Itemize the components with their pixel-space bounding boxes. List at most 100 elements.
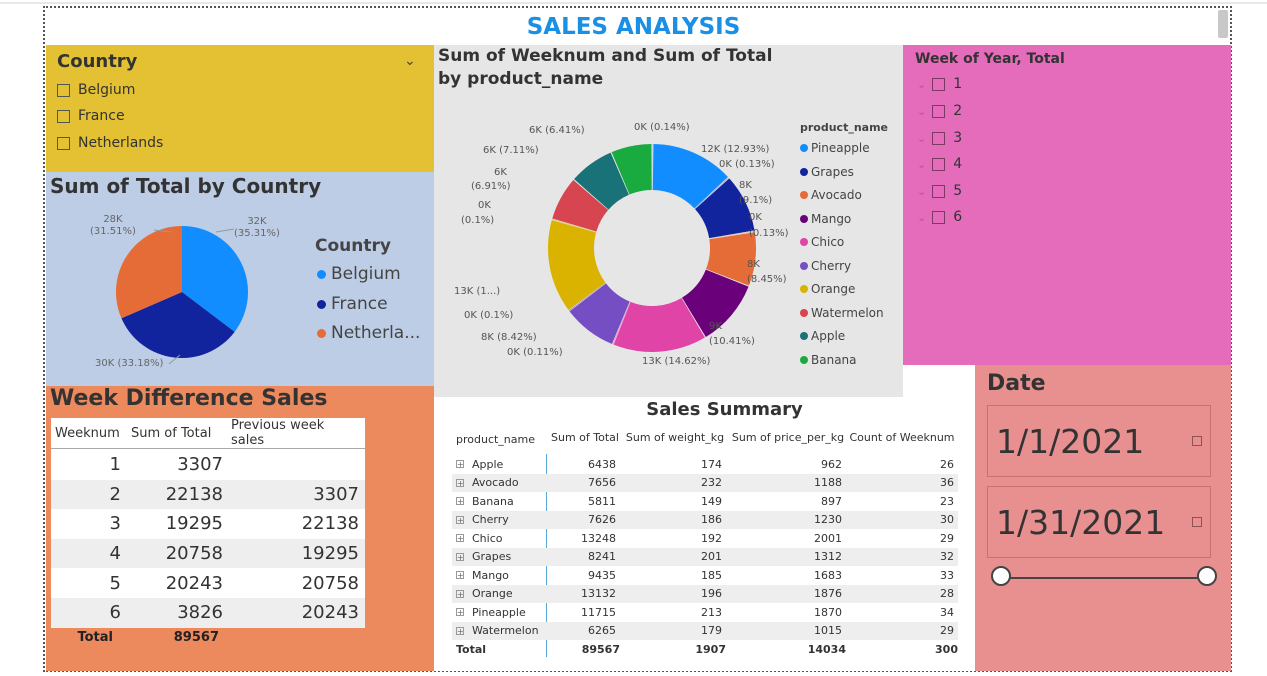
donut-segment[interactable] bbox=[709, 231, 755, 239]
checkbox-icon[interactable] bbox=[932, 210, 946, 224]
checkbox-icon[interactable] bbox=[57, 83, 70, 97]
table-row[interactable]: + Pineapple 11715 213 1870 34 bbox=[452, 603, 958, 622]
table-row[interactable]: + Mango 9435 185 1683 33 bbox=[452, 566, 958, 585]
end-date-input[interactable]: 1/31/2021 bbox=[987, 486, 1211, 558]
week-item-5[interactable]: ⌄ 5 bbox=[917, 181, 962, 201]
pie-slice-france[interactable] bbox=[121, 292, 235, 358]
legend-item-pineapple[interactable]: Pineapple bbox=[800, 141, 870, 155]
table-row[interactable]: 5 20243 20758 bbox=[51, 568, 365, 598]
expand-plus-icon[interactable]: + bbox=[456, 626, 464, 636]
column-header[interactable]: product_name bbox=[456, 432, 536, 446]
slicer-item-netherlands[interactable]: Netherlands bbox=[57, 133, 163, 153]
calendar-icon[interactable] bbox=[1192, 436, 1202, 446]
table-row[interactable]: 1 3307 bbox=[51, 450, 365, 480]
expand-plus-icon[interactable]: + bbox=[456, 534, 464, 544]
week-item-2[interactable]: ⌄ 2 bbox=[917, 101, 962, 121]
checkbox-icon[interactable] bbox=[932, 131, 946, 145]
checkbox-icon[interactable] bbox=[932, 77, 946, 91]
table-row[interactable]: + Cherry 7626 186 1230 30 bbox=[452, 510, 958, 529]
column-header[interactable]: Weeknum bbox=[55, 425, 120, 441]
expand-plus-icon[interactable]: + bbox=[456, 608, 464, 618]
legend-item-banana[interactable]: Banana bbox=[800, 353, 857, 367]
expand-plus-icon[interactable]: + bbox=[456, 589, 464, 599]
column-header[interactable]: Sum of Total bbox=[131, 425, 212, 441]
legend-item-grapes[interactable]: Grapes bbox=[800, 165, 854, 179]
table-row[interactable]: 3 19295 22138 bbox=[51, 509, 365, 539]
column-header[interactable]: Count of Weeknum bbox=[849, 431, 955, 444]
donut-segment[interactable] bbox=[551, 219, 597, 233]
pie-chart[interactable] bbox=[46, 172, 434, 386]
expand-plus-icon[interactable]: + bbox=[456, 497, 464, 507]
chevron-down-icon[interactable]: ⌄ bbox=[917, 157, 927, 171]
donut-segment[interactable] bbox=[569, 283, 630, 344]
donut-segment[interactable] bbox=[611, 144, 652, 195]
table-row[interactable]: 4 20758 19295 bbox=[51, 538, 365, 569]
table-row[interactable]: + Orange 13132 196 1876 28 bbox=[452, 584, 958, 603]
expand-plus-icon[interactable]: + bbox=[456, 460, 464, 470]
legend-item-mango[interactable]: Mango bbox=[800, 212, 851, 226]
checkbox-icon[interactable] bbox=[57, 109, 70, 123]
column-header[interactable]: Sum of weight_kg bbox=[625, 431, 725, 444]
week-item-3[interactable]: ⌄ 3 bbox=[917, 128, 962, 148]
date-range-end-handle[interactable] bbox=[1197, 566, 1217, 586]
donut-segment[interactable] bbox=[568, 282, 606, 311]
week-item-1[interactable]: ⌄ 1 bbox=[917, 74, 962, 94]
donut-segment[interactable] bbox=[706, 232, 756, 286]
donut-segment[interactable] bbox=[695, 178, 755, 239]
checkbox-icon[interactable] bbox=[932, 104, 946, 118]
table-row[interactable]: + Watermelon 6265 179 1015 29 bbox=[452, 621, 958, 640]
expand-plus-icon[interactable]: + bbox=[456, 478, 464, 488]
donut-segment[interactable] bbox=[652, 144, 728, 209]
legend-item-cherry[interactable]: Cherry bbox=[800, 259, 851, 273]
expand-plus-icon[interactable]: + bbox=[456, 515, 464, 525]
table-row[interactable]: + Grapes 8241 201 1312 32 bbox=[452, 547, 958, 566]
checkbox-icon[interactable] bbox=[932, 184, 946, 198]
donut-segment[interactable] bbox=[612, 301, 631, 345]
slicer-item-belgium[interactable]: Belgium bbox=[57, 80, 135, 100]
table-total-row[interactable]: Total 89567 1907 14034 300 bbox=[452, 640, 962, 659]
donut-chart[interactable] bbox=[434, 45, 903, 397]
chevron-down-icon[interactable]: ⌄ bbox=[917, 210, 927, 224]
table-row[interactable]: 2 22138 3307 bbox=[51, 479, 365, 510]
chevron-down-icon[interactable]: ⌄ bbox=[917, 104, 927, 118]
chevron-down-icon[interactable]: ⌄ bbox=[917, 77, 927, 91]
calendar-icon[interactable] bbox=[1192, 517, 1202, 527]
column-header[interactable]: Sum of price_per_kg bbox=[731, 431, 845, 444]
start-date-input[interactable]: 1/1/2021 bbox=[987, 405, 1211, 477]
legend-item-france[interactable]: France bbox=[317, 294, 388, 314]
donut-segment[interactable] bbox=[682, 269, 749, 337]
legend-item-chico[interactable]: Chico bbox=[800, 235, 844, 249]
pie-slice-belgium[interactable] bbox=[182, 226, 249, 332]
checkbox-icon[interactable] bbox=[57, 136, 70, 150]
expand-plus-icon[interactable]: + bbox=[456, 571, 464, 581]
table-row[interactable]: 6 3826 20243 bbox=[51, 597, 365, 628]
week-item-6[interactable]: ⌄ 6 bbox=[917, 207, 962, 227]
donut-segment[interactable] bbox=[574, 152, 629, 210]
chevron-down-icon[interactable]: ⌄ bbox=[404, 53, 416, 69]
pie-slice-netherlands[interactable] bbox=[115, 226, 182, 319]
table-row[interactable]: + Banana 5811 149 897 23 bbox=[452, 492, 958, 511]
expand-plus-icon[interactable]: + bbox=[456, 552, 464, 562]
donut-segment[interactable] bbox=[694, 177, 729, 209]
legend-item-watermelon[interactable]: Watermelon bbox=[800, 306, 884, 320]
date-range-slider-track[interactable] bbox=[1001, 577, 1211, 579]
column-header[interactable]: Sum of Total bbox=[551, 431, 619, 444]
legend-item-avocado[interactable]: Avocado bbox=[800, 188, 862, 202]
table-row[interactable]: + Chico 13248 192 2001 29 bbox=[452, 529, 958, 548]
legend-item-netherlands[interactable]: Netherla... bbox=[317, 323, 420, 343]
week-item-4[interactable]: ⌄ 4 bbox=[917, 154, 962, 174]
scrollbar-thumb[interactable] bbox=[1218, 10, 1228, 38]
chevron-down-icon[interactable]: ⌄ bbox=[917, 131, 927, 145]
date-range-start-handle[interactable] bbox=[991, 566, 1011, 586]
table-row[interactable]: + Avocado 7656 232 1188 36 bbox=[452, 473, 958, 492]
donut-segment[interactable] bbox=[613, 297, 705, 352]
legend-item-apple[interactable]: Apple bbox=[800, 329, 845, 343]
slicer-item-france[interactable]: France bbox=[57, 106, 125, 126]
donut-segment[interactable] bbox=[548, 220, 606, 310]
donut-segment[interactable] bbox=[552, 179, 609, 232]
table-row[interactable]: + Apple 6438 174 962 26 bbox=[452, 455, 958, 474]
chevron-down-icon[interactable]: ⌄ bbox=[917, 184, 927, 198]
checkbox-icon[interactable] bbox=[932, 157, 946, 171]
column-header[interactable]: Previous week sales bbox=[231, 418, 325, 448]
legend-item-belgium[interactable]: Belgium bbox=[317, 264, 401, 284]
